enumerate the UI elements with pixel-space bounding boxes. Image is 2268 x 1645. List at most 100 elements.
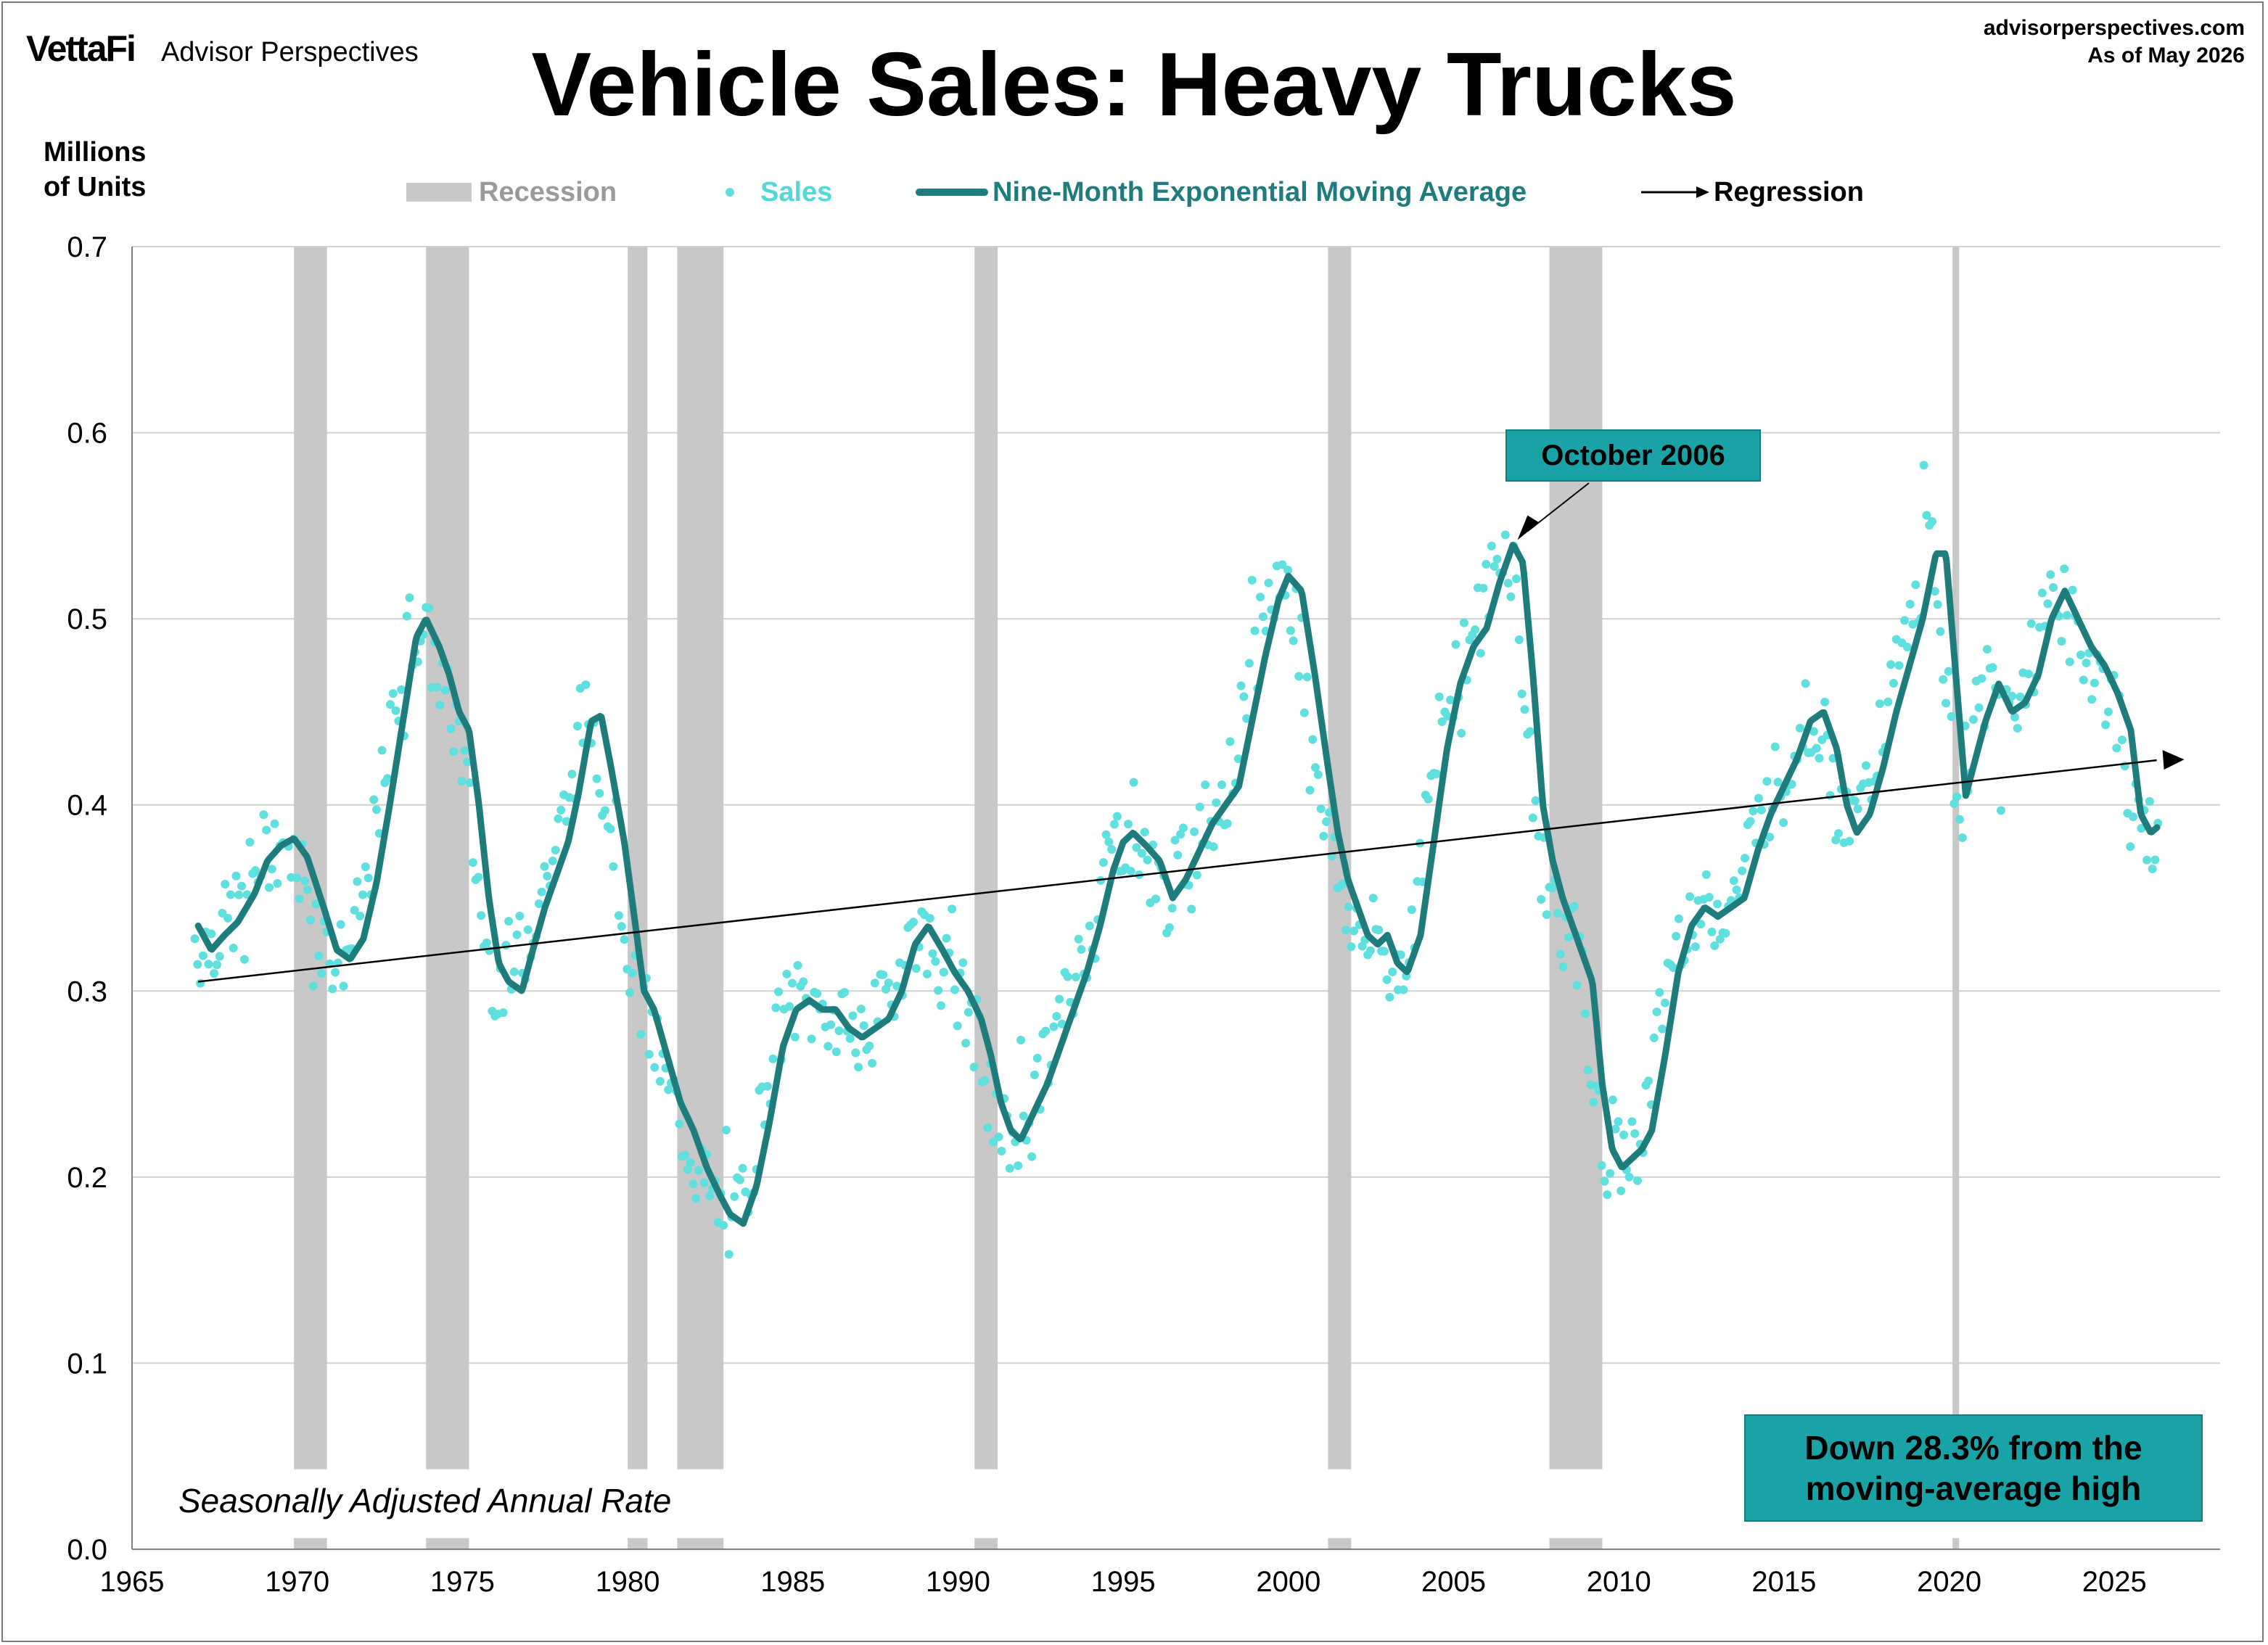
sales-point: [264, 883, 274, 892]
sales-point: [1710, 941, 1720, 950]
sales-point: [1434, 692, 1444, 701]
y-tick-label: 0.0: [67, 1534, 107, 1566]
sales-point: [870, 978, 879, 988]
sales-point: [2150, 855, 2160, 865]
sales-point: [771, 1003, 781, 1013]
regression-arrow-icon: [1641, 186, 1709, 198]
sales-point: [2013, 723, 2022, 733]
sales-point: [609, 862, 618, 871]
x-tick-label: 1980: [596, 1566, 660, 1598]
sales-point: [223, 913, 233, 923]
sales-point: [1974, 703, 1984, 712]
sales-point: [1250, 626, 1260, 635]
sales-point: [1812, 743, 1821, 753]
sales-point: [1212, 798, 1221, 807]
sales-point: [1349, 926, 1359, 936]
sales-point: [2087, 695, 2097, 704]
sales-point: [204, 960, 213, 969]
sales-point: [2063, 611, 2072, 620]
sales-point: [724, 1250, 734, 1259]
sales-point: [1506, 592, 1516, 601]
sales-point: [2026, 619, 2036, 628]
sales-point: [1239, 692, 1249, 701]
sales-point: [1902, 643, 1912, 652]
sales-point: [994, 1132, 1003, 1142]
sales-point: [1633, 1176, 1643, 1185]
sales-point: [515, 911, 525, 920]
y-tick-label: 0.7: [67, 231, 107, 263]
sales-point: [1479, 583, 1488, 593]
sales-point: [1721, 928, 1730, 938]
sales-point: [534, 899, 543, 908]
sales-point: [1704, 893, 1714, 902]
sales-point: [1492, 554, 1502, 564]
sales-point: [1603, 1190, 1612, 1200]
sales-point: [1875, 699, 1884, 709]
sales-point: [1423, 794, 1433, 804]
sales-point: [369, 795, 379, 804]
sales-point: [1365, 946, 1375, 955]
sales-point: [868, 1058, 877, 1068]
sales-point: [1658, 1024, 1667, 1034]
sales-point: [1027, 1152, 1037, 1161]
sales-point: [664, 1085, 673, 1094]
sales-point: [1338, 879, 1347, 889]
recession-swatch: [406, 183, 472, 202]
y-tick-label: 0.1: [67, 1348, 107, 1380]
sales-point: [1729, 876, 1738, 886]
sales-point: [1347, 942, 1356, 952]
sales-point: [1757, 805, 1766, 815]
sales-point: [383, 774, 393, 783]
x-tick-label: 1970: [265, 1566, 329, 1598]
sales-point: [1660, 998, 1669, 1007]
sales-point: [2023, 669, 2033, 679]
sales-point: [600, 806, 609, 815]
sales-point: [1077, 944, 1086, 954]
sales-point: [1616, 1186, 1626, 1195]
sales-point: [548, 856, 557, 865]
sales-point: [1379, 947, 1389, 956]
y-tick-label: 0.4: [67, 790, 107, 822]
recession-band: [628, 247, 648, 1469]
sales-point: [1123, 820, 1133, 829]
source-url: advisorperspectives.com: [1983, 16, 2245, 40]
sales-point: [1459, 618, 1468, 627]
sales-point: [1674, 914, 1683, 923]
sales-point: [391, 706, 400, 715]
sales-point: [215, 952, 224, 961]
sales-point: [694, 1166, 703, 1175]
sales-point: [1701, 870, 1711, 879]
sales-point: [1649, 1033, 1659, 1042]
sales-point: [892, 981, 902, 991]
sales-point: [358, 890, 368, 899]
sales-point: [831, 1047, 841, 1057]
sales-point: [1431, 770, 1441, 779]
sales-point: [1883, 697, 1893, 706]
sales-point: [1853, 804, 1862, 814]
sales-point: [969, 1063, 979, 1072]
sales-point: [303, 885, 313, 894]
sales-point: [606, 825, 615, 834]
sales-point: [1164, 923, 1174, 932]
sales-point: [1167, 904, 1177, 913]
sales-point: [1482, 559, 1491, 569]
sales-point: [567, 770, 577, 779]
sales-point: [813, 989, 822, 998]
x-tick-label: 2010: [1587, 1566, 1651, 1598]
sales-point: [953, 1021, 962, 1031]
sales-point: [1597, 1160, 1606, 1170]
peak-pointer-arrowhead: [1517, 515, 1540, 540]
sales-point: [705, 1191, 715, 1200]
x-tick-label: 1985: [760, 1566, 825, 1598]
sales-point: [482, 938, 491, 947]
sales-point: [339, 981, 348, 991]
vettafi-logo: VettaFi: [26, 28, 136, 69]
sales-point: [620, 935, 629, 944]
sales-point: [1600, 1176, 1609, 1186]
sales-point: [1374, 925, 1384, 935]
sales-point: [1765, 833, 1775, 842]
sales-point: [774, 987, 784, 997]
sales-point: [2043, 599, 2053, 609]
sales-point: [1512, 574, 1521, 583]
sales-point: [237, 881, 247, 891]
